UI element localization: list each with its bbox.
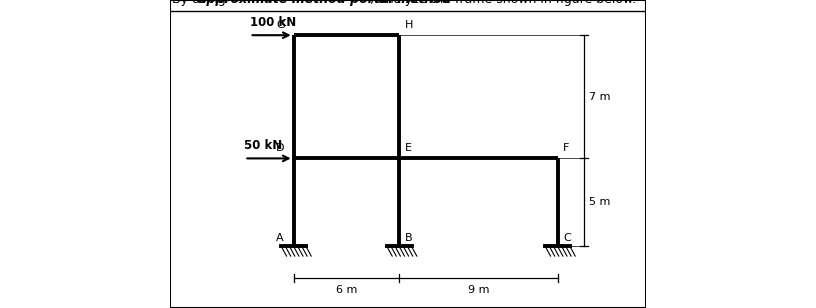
Text: approximate method portal method: approximate method portal method bbox=[197, 0, 450, 6]
Text: E: E bbox=[405, 143, 411, 153]
Text: 6 m: 6 m bbox=[335, 285, 357, 295]
Text: A: A bbox=[276, 233, 283, 243]
Text: C: C bbox=[563, 233, 570, 243]
Text: 50 kN: 50 kN bbox=[244, 139, 282, 152]
Text: 100 kN: 100 kN bbox=[250, 16, 296, 29]
Text: 7 m: 7 m bbox=[589, 92, 611, 102]
Text: , analyze the frame shown in figure below.: , analyze the frame shown in figure belo… bbox=[370, 0, 636, 6]
Text: G: G bbox=[276, 20, 285, 30]
Text: H: H bbox=[405, 20, 413, 30]
Text: 5 m: 5 m bbox=[589, 197, 610, 207]
Text: B: B bbox=[405, 233, 412, 243]
Text: 9 m: 9 m bbox=[468, 285, 489, 295]
Text: F: F bbox=[563, 143, 570, 153]
Text: D: D bbox=[277, 143, 285, 153]
Text: By using: By using bbox=[172, 0, 230, 6]
